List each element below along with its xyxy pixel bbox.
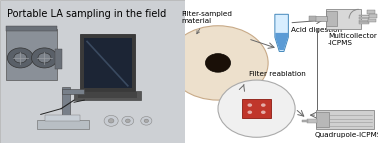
Circle shape xyxy=(108,119,114,123)
Circle shape xyxy=(31,48,57,68)
Circle shape xyxy=(261,103,266,107)
FancyBboxPatch shape xyxy=(359,15,369,16)
FancyBboxPatch shape xyxy=(307,119,317,123)
Polygon shape xyxy=(275,14,288,51)
FancyBboxPatch shape xyxy=(74,91,141,100)
Circle shape xyxy=(14,53,27,63)
FancyBboxPatch shape xyxy=(359,17,369,19)
FancyBboxPatch shape xyxy=(316,112,329,127)
Text: Portable LA sampling in the field: Portable LA sampling in the field xyxy=(8,9,167,19)
FancyBboxPatch shape xyxy=(84,38,132,88)
Circle shape xyxy=(104,115,118,126)
Circle shape xyxy=(122,116,134,125)
Text: Multicollector
-ICPMS: Multicollector -ICPMS xyxy=(328,33,377,46)
FancyBboxPatch shape xyxy=(367,10,375,14)
Circle shape xyxy=(206,54,231,72)
FancyBboxPatch shape xyxy=(6,29,57,80)
FancyBboxPatch shape xyxy=(368,19,376,22)
FancyBboxPatch shape xyxy=(369,14,377,18)
FancyBboxPatch shape xyxy=(45,115,80,121)
FancyBboxPatch shape xyxy=(308,16,316,21)
Text: Acid digestion: Acid digestion xyxy=(291,27,342,33)
FancyBboxPatch shape xyxy=(302,120,308,122)
Circle shape xyxy=(38,53,51,63)
Circle shape xyxy=(218,80,295,137)
Circle shape xyxy=(168,26,268,100)
Text: Filter-sampled
material: Filter-sampled material xyxy=(181,11,232,34)
FancyBboxPatch shape xyxy=(78,92,137,98)
FancyBboxPatch shape xyxy=(359,20,369,22)
FancyBboxPatch shape xyxy=(55,49,62,69)
FancyBboxPatch shape xyxy=(316,110,374,129)
Polygon shape xyxy=(275,33,288,50)
Circle shape xyxy=(8,48,33,68)
FancyBboxPatch shape xyxy=(326,9,361,29)
FancyBboxPatch shape xyxy=(0,0,185,143)
FancyBboxPatch shape xyxy=(315,16,327,21)
Circle shape xyxy=(248,111,252,114)
FancyBboxPatch shape xyxy=(359,22,369,24)
Circle shape xyxy=(248,103,252,107)
FancyBboxPatch shape xyxy=(62,89,84,94)
FancyBboxPatch shape xyxy=(80,34,135,92)
FancyBboxPatch shape xyxy=(62,87,70,123)
Text: Filter reablation: Filter reablation xyxy=(249,71,305,77)
FancyBboxPatch shape xyxy=(242,99,271,118)
FancyBboxPatch shape xyxy=(326,11,336,26)
Circle shape xyxy=(144,119,149,123)
Circle shape xyxy=(125,119,130,123)
Circle shape xyxy=(141,117,152,125)
FancyBboxPatch shape xyxy=(6,26,57,31)
Text: Quadrupole-ICPMS: Quadrupole-ICPMS xyxy=(314,132,378,138)
FancyBboxPatch shape xyxy=(37,120,89,129)
Circle shape xyxy=(261,111,266,114)
